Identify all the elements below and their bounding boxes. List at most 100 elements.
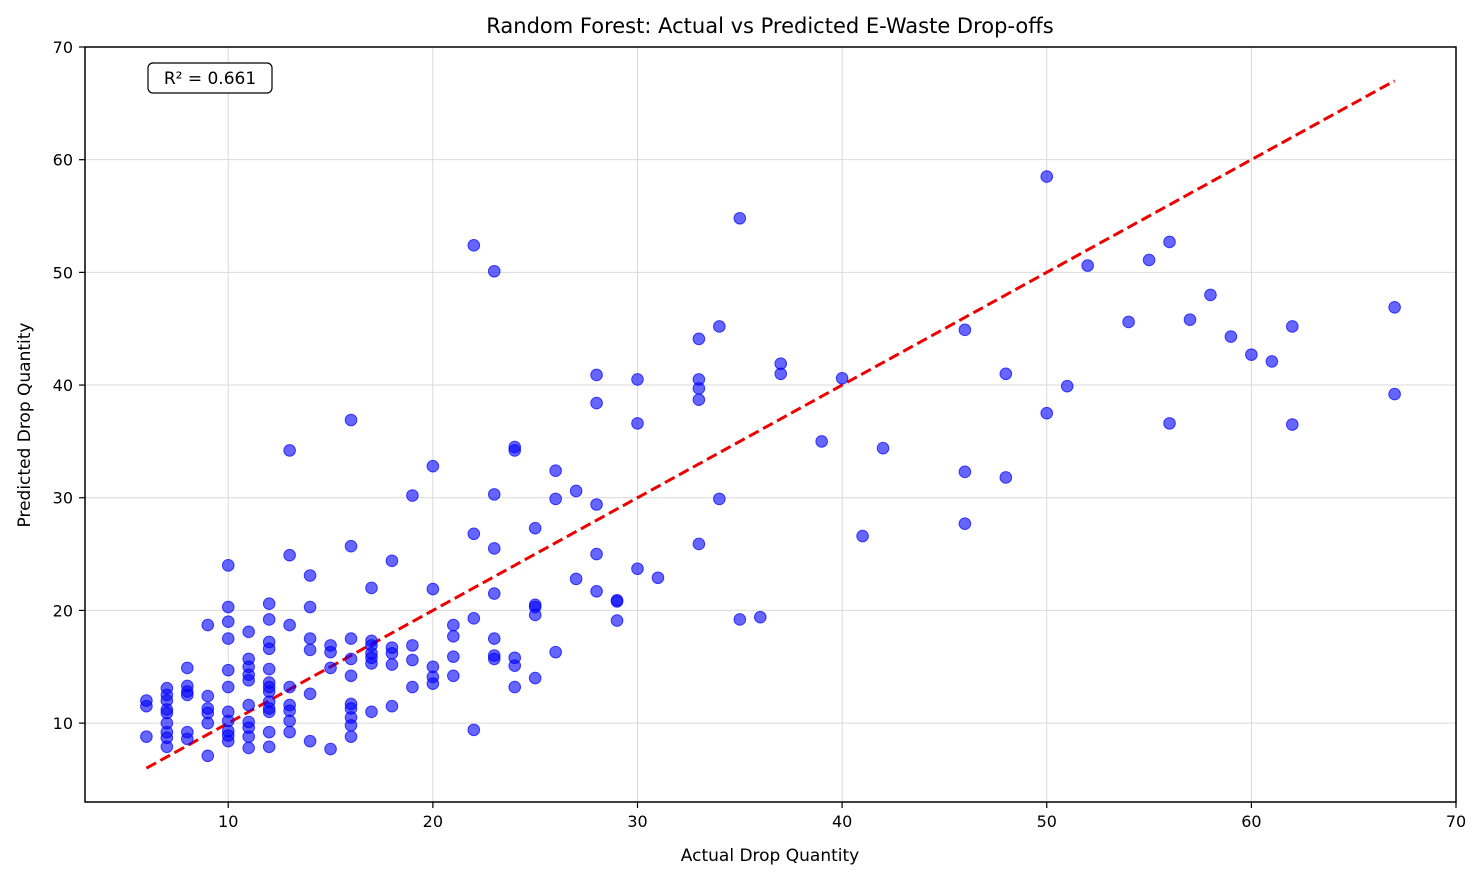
r-squared-annotation: R² = 0.661 xyxy=(147,62,273,94)
data-point xyxy=(467,723,481,737)
data-point xyxy=(590,368,603,382)
data-point xyxy=(242,730,256,743)
data-point xyxy=(999,471,1013,484)
data-point xyxy=(406,680,419,694)
y-tick-label: 70 xyxy=(53,38,73,57)
data-point xyxy=(569,484,583,498)
data-point xyxy=(221,615,235,629)
data-point xyxy=(262,662,276,676)
data-point xyxy=(1081,259,1094,272)
data-point xyxy=(487,632,501,645)
data-point xyxy=(508,659,522,672)
data-point xyxy=(487,652,501,666)
reference-line-group xyxy=(145,79,1396,770)
data-point xyxy=(303,643,317,657)
data-point xyxy=(262,613,276,626)
data-point xyxy=(181,661,194,675)
data-point xyxy=(1040,170,1054,183)
data-point xyxy=(324,742,337,756)
data-point xyxy=(303,632,317,645)
data-point xyxy=(1388,387,1401,401)
data-point xyxy=(283,548,296,562)
chart-title: Random Forest: Actual vs Predicted E-Was… xyxy=(486,14,1053,38)
data-point xyxy=(733,613,747,626)
data-point xyxy=(856,529,869,543)
data-point xyxy=(324,645,337,659)
data-point xyxy=(610,614,624,627)
data-point xyxy=(958,465,972,479)
data-point xyxy=(487,488,501,501)
data-point xyxy=(713,320,726,333)
data-point xyxy=(242,625,256,639)
y-tick-label: 10 xyxy=(53,714,73,733)
data-point xyxy=(221,680,235,694)
data-point xyxy=(999,367,1013,381)
x-tick-label: 30 xyxy=(627,812,647,831)
data-point xyxy=(1183,313,1197,327)
data-point xyxy=(467,612,481,625)
data-point xyxy=(201,689,215,703)
data-point xyxy=(692,332,706,346)
data-point xyxy=(303,569,317,582)
annotation-text: R² = 0.661 xyxy=(164,69,256,89)
data-point xyxy=(385,646,399,660)
data-point xyxy=(426,459,440,473)
data-point xyxy=(221,663,235,677)
data-point xyxy=(733,211,747,225)
data-point xyxy=(324,661,337,675)
data-point xyxy=(406,639,419,652)
data-point xyxy=(406,653,419,667)
data-point xyxy=(221,734,235,748)
data-point xyxy=(1163,417,1176,430)
data-point xyxy=(1388,301,1401,314)
data-point xyxy=(631,562,644,576)
data-point xyxy=(283,680,296,694)
y-tick-label: 50 xyxy=(53,263,73,282)
data-point xyxy=(958,323,972,337)
data-point xyxy=(303,734,317,748)
y-tick-label: 30 xyxy=(53,489,73,508)
data-point xyxy=(528,671,542,685)
data-point xyxy=(549,464,562,478)
y-tick-label: 40 xyxy=(53,376,73,395)
data-point xyxy=(365,657,378,670)
data-point xyxy=(508,680,522,694)
data-point xyxy=(201,749,215,763)
data-point xyxy=(221,600,235,614)
data-point xyxy=(1060,379,1074,393)
data-point xyxy=(262,705,276,719)
data-point xyxy=(242,698,256,712)
data-point xyxy=(344,730,358,743)
perfect-prediction-line xyxy=(145,79,1396,770)
data-point xyxy=(774,367,788,381)
data-point xyxy=(958,517,972,530)
data-point xyxy=(1224,330,1238,343)
data-point xyxy=(590,584,603,598)
data-point xyxy=(528,608,542,622)
data-point xyxy=(385,699,399,713)
data-point xyxy=(692,393,706,407)
data-point xyxy=(1122,315,1135,329)
data-point xyxy=(487,587,501,600)
y-tick-label: 60 xyxy=(53,151,73,170)
data-point xyxy=(610,595,624,608)
data-point xyxy=(344,652,358,666)
data-point xyxy=(426,582,440,596)
data-point xyxy=(549,492,562,506)
data-point xyxy=(181,732,194,746)
data-point xyxy=(590,547,603,561)
data-point xyxy=(467,527,481,541)
data-point xyxy=(631,373,644,386)
data-point xyxy=(385,554,399,568)
data-point xyxy=(365,581,378,595)
data-point xyxy=(569,572,583,586)
data-point xyxy=(1265,355,1279,368)
data-point xyxy=(1285,320,1299,333)
data-point xyxy=(447,669,460,683)
x-tick-label: 20 xyxy=(423,812,443,831)
data-point xyxy=(426,677,440,690)
data-points xyxy=(140,170,1401,763)
data-point xyxy=(140,730,153,743)
data-point xyxy=(835,371,849,385)
